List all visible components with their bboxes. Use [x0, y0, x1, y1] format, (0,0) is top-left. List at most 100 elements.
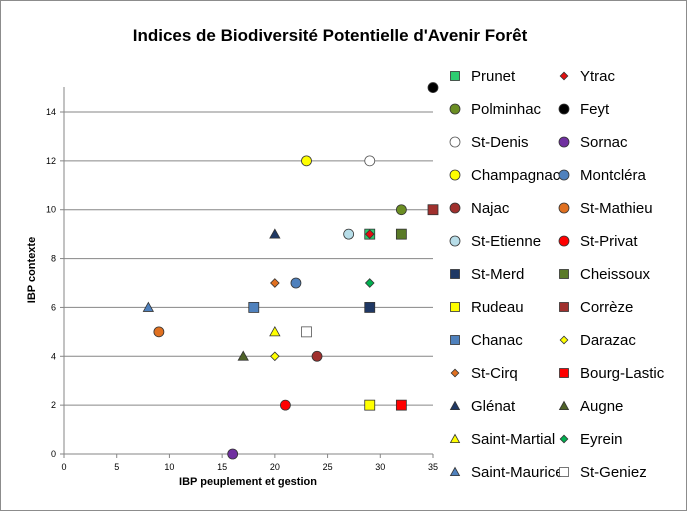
data-point-gl-nat: [449, 400, 461, 411]
legend-label: St-Etienne: [471, 232, 542, 250]
data-point-champagnac: [449, 169, 461, 181]
legend-item-saint-martial: Saint-Martial: [447, 428, 555, 450]
legend-marker-square-icon: [450, 302, 460, 312]
data-point-gl-nat: [269, 228, 281, 239]
x-tick-label: 10: [164, 462, 174, 472]
x-tick-label: 20: [270, 462, 280, 472]
data-point-st-merd: [450, 269, 460, 279]
legend-marker-triangle-icon: [449, 433, 461, 444]
legend-item-cheissoux: Cheissoux: [556, 263, 650, 285]
legend-item-prunet: Prunet: [447, 65, 515, 87]
data-point-corr-ze: [427, 204, 439, 216]
legend-item-montcl-ra: Montcléra: [556, 164, 646, 186]
legend-label: Prunet: [471, 67, 516, 85]
legend-label: Champagnac: [471, 166, 561, 184]
data-point-st-privat: [279, 399, 291, 411]
legend-item-st-merd: St-Merd: [447, 263, 524, 285]
gridlines: [64, 111, 433, 406]
legend-marker-square-icon: [559, 368, 569, 378]
legend-marker-square-icon: [450, 335, 460, 345]
legend-marker-circle-icon: [449, 202, 461, 214]
data-point-ytrac: [559, 71, 569, 81]
legend-marker-square-icon: [559, 269, 569, 279]
legend-item-champagnac: Champagnac: [447, 164, 560, 186]
legend-item-corr-ze: Corrèze: [556, 296, 633, 318]
legend-marker-circle-icon: [449, 235, 461, 247]
legend-item-bourg-lastic: Bourg-Lastic: [556, 362, 664, 384]
legend-label: Sornac: [580, 133, 628, 151]
data-point-rudeau: [364, 399, 376, 411]
data-point-st-geniez: [559, 467, 569, 477]
y-tick-label: 8: [51, 254, 56, 264]
legend-marker-circle-icon: [449, 103, 461, 115]
data-point-najac: [449, 202, 461, 214]
legend-label: Saint-Martial: [471, 430, 556, 448]
legend-marker-triangle-icon: [449, 400, 461, 411]
legend-marker-diamond-icon: [559, 434, 569, 444]
x-tick-label: 25: [323, 462, 333, 472]
data-point-bourg-lastic: [559, 368, 569, 378]
y-tick-label: 12: [46, 156, 56, 166]
ticks: 0 2 4 6 8 10 12 14 0 5 10 15 20 25 30 35: [46, 107, 438, 472]
legend-item-st-privat: St-Privat: [556, 230, 638, 252]
data-point-st-mathieu: [153, 326, 165, 338]
data-point-st-privat: [558, 235, 570, 247]
data-point-st-denis: [364, 155, 376, 167]
x-tick-label: 30: [375, 462, 385, 472]
data-point-saint-martial: [269, 326, 281, 337]
legend-item-darazac: Darazac: [556, 329, 636, 351]
data-point-polminhac: [449, 103, 461, 115]
y-tick-label: 6: [51, 302, 56, 312]
data-point-st-cirq: [450, 368, 460, 378]
data-point-saint-maurice: [449, 466, 461, 477]
legend-item-saint-maurice: Saint-Maurice: [447, 461, 564, 483]
legend-marker-circle-icon: [558, 136, 570, 148]
y-tick-label: 0: [51, 449, 56, 459]
data-point-eyrein: [559, 434, 569, 444]
data-point-rudeau: [450, 302, 460, 312]
data-point-bourg-lastic: [395, 399, 407, 411]
legend-item-augne: Augne: [556, 395, 623, 417]
data-point-st-denis: [449, 136, 461, 148]
legend-label: Saint-Maurice: [471, 463, 564, 481]
y-axis-label: IBP contexte: [26, 237, 38, 303]
data-point-polminhac: [395, 204, 407, 216]
legend-label: Ytrac: [580, 67, 616, 85]
axes: [63, 87, 433, 455]
x-tick-label: 35: [428, 462, 438, 472]
legend-item-eyrein: Eyrein: [556, 428, 623, 450]
legend-label: Darazac: [580, 331, 636, 349]
y-tick-label: 4: [51, 351, 56, 361]
legend-item-gl-nat: Glénat: [447, 395, 515, 417]
x-tick-label: 0: [61, 462, 66, 472]
legend-item-st-etienne: St-Etienne: [447, 230, 541, 252]
legend-item-rudeau: Rudeau: [447, 296, 524, 318]
legend-marker-square-icon: [559, 467, 569, 477]
legend-label: Najac: [471, 199, 510, 217]
data-point-champagnac: [301, 155, 312, 167]
legend-item-st-denis: St-Denis: [447, 131, 529, 153]
legend-item-polminhac: Polminhac: [447, 98, 541, 120]
legend-marker-diamond-icon: [559, 335, 569, 345]
data-point-st-cirq: [270, 278, 280, 288]
legend-label: Montcléra: [580, 166, 646, 184]
legend-label: St-Denis: [471, 133, 529, 151]
data-point-feyt: [558, 103, 570, 115]
legend-marker-square-icon: [450, 269, 460, 279]
legend-label: St-Cirq: [471, 364, 518, 382]
data-point-feyt: [427, 82, 439, 93]
data-point-corr-ze: [559, 302, 569, 312]
legend-label: St-Geniez: [580, 463, 647, 481]
data-point-sornac: [227, 448, 239, 460]
legend-item-sornac: Sornac: [556, 131, 628, 153]
data-point-st-etienne: [449, 235, 461, 247]
legend-item-st-cirq: St-Cirq: [447, 362, 518, 384]
legend-label: Feyt: [580, 100, 610, 118]
data-point-prunet: [450, 71, 460, 81]
legend-label: St-Privat: [580, 232, 638, 250]
y-tick-label: 2: [51, 400, 56, 410]
legend-label: Chanac: [471, 331, 523, 349]
data-point-montcl-ra: [290, 277, 302, 289]
legend-marker-triangle-icon: [558, 400, 570, 411]
